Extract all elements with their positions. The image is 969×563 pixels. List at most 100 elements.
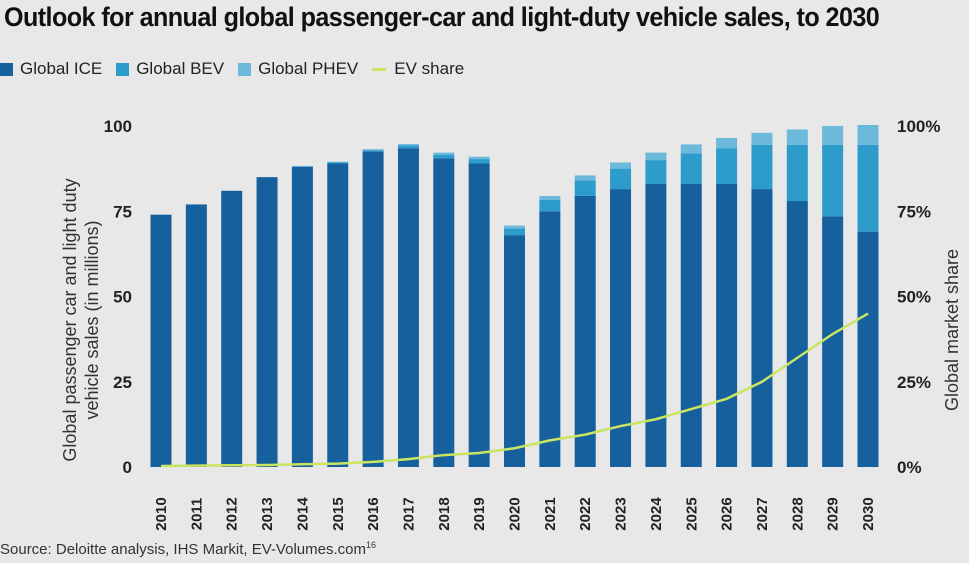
right-axis-ticks: 0% 25% 50% 75% 100%	[897, 117, 940, 477]
bar-global-ice-2020	[504, 235, 525, 467]
bar-global-ice-2024	[645, 183, 667, 467]
x-tick-label: 2020	[507, 497, 524, 530]
legend-label-ev-share: EV share	[394, 59, 465, 78]
y-tick-label: 75	[113, 202, 132, 221]
y2-tick-label: 50%	[897, 288, 931, 307]
x-tick-label: 2024	[648, 497, 665, 531]
y-tick-label: 100	[104, 117, 132, 136]
bar-global-phev-2021	[539, 195, 561, 200]
chart-title: Outlook for annual global passenger-car …	[4, 2, 880, 32]
legend-item-ev-share: EV share	[372, 59, 464, 79]
x-tick-label: 2022	[577, 497, 594, 530]
bar-global-bev-2015	[327, 162, 349, 164]
bar-global-phev-2030	[857, 124, 879, 145]
bar-global-phev-2023	[610, 162, 632, 169]
legend: Global ICE Global BEV Global PHEV EV sha…	[0, 58, 478, 80]
bar-global-phev-2029	[822, 126, 844, 145]
bar-global-ice-2017	[397, 148, 419, 468]
bar-global-phev-2027	[751, 132, 773, 145]
bar-global-phev-2026	[716, 137, 738, 149]
bar-global-phev-2020	[504, 225, 525, 229]
legend-item-bev: Global BEV	[116, 59, 224, 79]
left-axis-ticks: 0 25 50 75 100	[104, 117, 132, 477]
bar-global-ice-2011	[185, 204, 207, 467]
bar-global-phev-2022	[574, 175, 596, 181]
bar-global-ice-2016	[362, 151, 384, 467]
bar-global-phev-2028	[786, 129, 808, 145]
x-tick-label: 2011	[188, 498, 205, 531]
x-tick-label: 2027	[754, 497, 771, 530]
bar-global-phev-2016	[362, 149, 384, 151]
x-tick-label: 2017	[400, 497, 417, 530]
y-axis-label-line1: Global passenger car and light duty	[60, 178, 80, 461]
bar-global-phev-2019	[468, 156, 490, 160]
bar-global-phev-2024	[645, 152, 667, 161]
bars-group	[150, 124, 879, 468]
y2-tick-label: 100%	[897, 117, 940, 136]
bar-global-bev-2025	[680, 153, 702, 184]
ev-share-line-group	[160, 312, 869, 468]
bar-global-bev-2030	[857, 144, 879, 232]
bar-global-bev-2020	[504, 228, 525, 236]
y2-tick-label: 0%	[897, 458, 922, 477]
x-tick-label: 2028	[789, 497, 806, 530]
bar-global-ice-2010	[150, 214, 172, 467]
x-tick-label: 2026	[719, 497, 736, 530]
bar-global-bev-2017	[397, 145, 419, 149]
x-tick-label: 2010	[153, 497, 170, 530]
bar-global-phev-2015	[327, 161, 349, 163]
bar-global-ice-2029	[822, 216, 844, 467]
bar-global-bev-2023	[610, 168, 632, 190]
bar-global-bev-2016	[362, 150, 384, 152]
bar-global-ice-2018	[433, 158, 455, 467]
x-tick-label: 2012	[224, 497, 241, 530]
source-footnote: 16	[365, 540, 376, 550]
legend-label-phev: Global PHEV	[258, 59, 359, 78]
bar-global-bev-2019	[468, 159, 490, 164]
x-tick-label: 2016	[365, 497, 382, 530]
bar-global-bev-2029	[822, 144, 844, 217]
x-tick-label: 2015	[330, 497, 347, 530]
x-tick-label: 2014	[294, 497, 311, 531]
x-tick-label: 2023	[613, 497, 630, 530]
bar-global-bev-2024	[645, 160, 667, 184]
bar-global-phev-2018	[433, 152, 455, 155]
legend-swatch-ice	[0, 62, 13, 76]
bar-global-phev-2017	[397, 144, 419, 146]
bar-global-bev-2022	[574, 180, 596, 196]
y2-axis-label: Global market share	[942, 249, 962, 411]
legend-label-bev: Global BEV	[136, 59, 225, 78]
x-tick-label: 2019	[471, 497, 488, 530]
y2-tick-label: 25%	[897, 373, 931, 392]
bar-global-ice-2030	[857, 231, 879, 467]
ev-share-line	[160, 312, 869, 468]
bar-global-ice-2015	[327, 163, 349, 467]
bar-global-ice-2014	[291, 166, 313, 468]
legend-swatch-ev-share	[372, 67, 387, 71]
bar-global-ice-2022	[574, 195, 596, 467]
bar-global-bev-2021	[539, 199, 561, 212]
legend-swatch-bev	[116, 62, 130, 76]
bar-global-bev-2018	[433, 154, 455, 159]
x-tick-label: 2030	[860, 497, 877, 530]
y-axis-label-line2: vehicle sales (in millions)	[82, 220, 102, 419]
bar-global-ice-2027	[751, 189, 773, 467]
bar-global-ice-2023	[610, 189, 632, 467]
bar-global-ice-2019	[468, 163, 490, 467]
bar-global-ice-2028	[786, 201, 808, 467]
x-axis-ticks: 2010 2011 2012 2013 2014 2015 2016 2017 2018 2019…	[153, 497, 877, 531]
x-tick-label: 2029	[825, 497, 842, 530]
legend-swatch-phev	[238, 62, 252, 76]
bar-global-ice-2012	[221, 190, 243, 468]
bar-global-bev-2028	[786, 144, 808, 202]
source-text: Source: Deloitte analysis, IHS Markit, E…	[0, 541, 366, 558]
bar-global-phev-2025	[680, 144, 702, 154]
y-tick-label: 25	[113, 373, 132, 392]
bar-global-ice-2026	[716, 183, 738, 467]
bar-global-ice-2021	[539, 211, 561, 467]
legend-item-ice: Global ICE	[0, 59, 102, 79]
x-tick-label: 2013	[259, 497, 276, 530]
y-tick-label: 0	[123, 458, 132, 477]
bar-global-ice-2013	[256, 177, 278, 467]
